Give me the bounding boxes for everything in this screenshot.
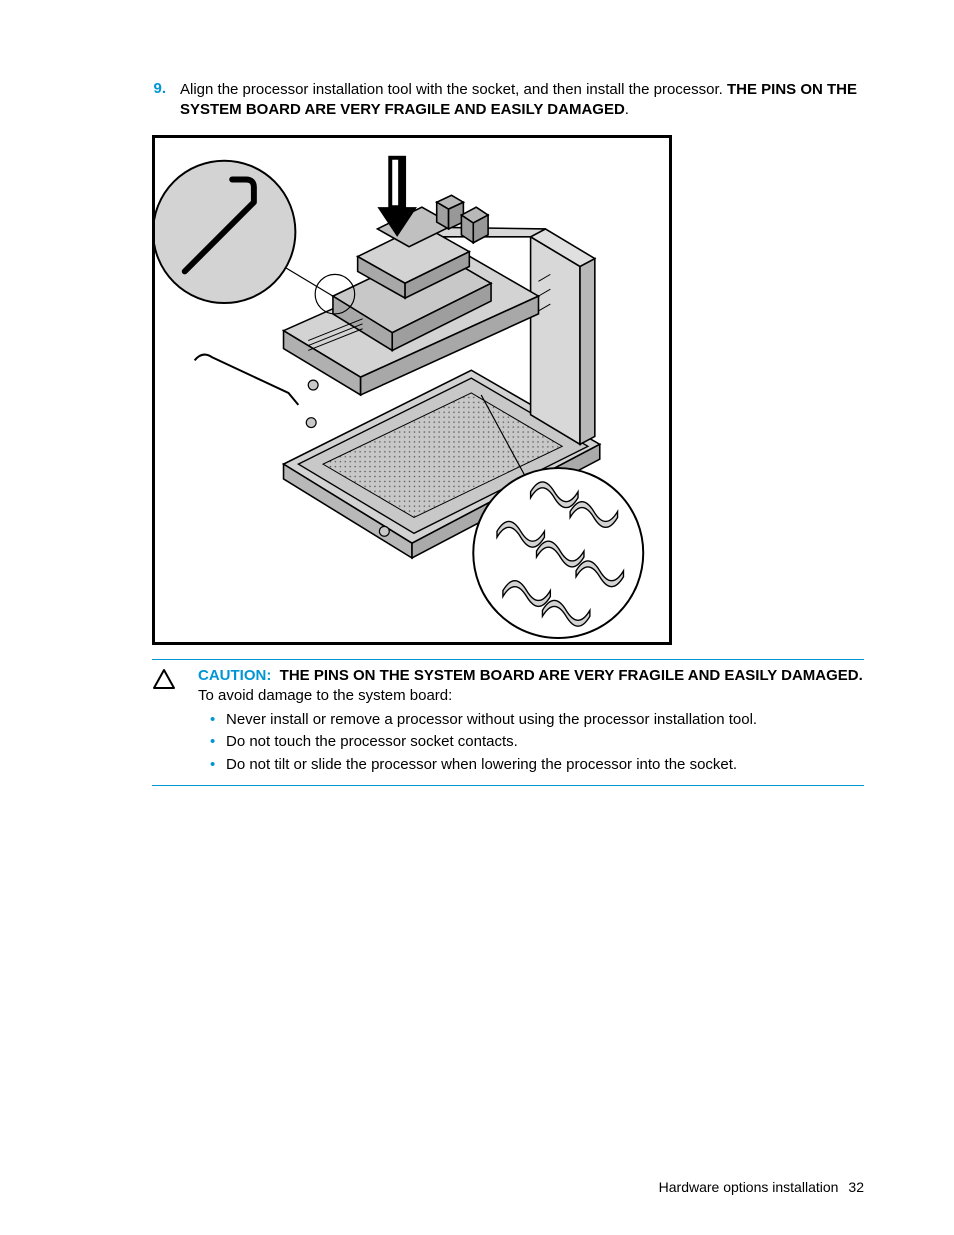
caution-list: Never install or remove a processor with…: [198, 710, 864, 775]
caution-bold: THE PINS ON THE SYSTEM BOARD ARE VERY FR…: [280, 667, 863, 684]
footer-section: Hardware options installation: [659, 1179, 839, 1195]
caution-block: CAUTION: THE PINS ON THE SYSTEM BOARD AR…: [152, 659, 864, 786]
processor-install-figure: [152, 135, 672, 645]
figure-svg: [155, 138, 669, 642]
caution-label: CAUTION:: [198, 667, 271, 684]
page-footer: Hardware options installation 32: [659, 1179, 864, 1195]
list-item: Do not touch the processor socket contac…: [210, 732, 864, 752]
step-number: 9.: [152, 80, 180, 97]
list-item: Never install or remove a processor with…: [210, 710, 864, 730]
step-text: Align the processor installation tool wi…: [180, 80, 864, 121]
step-9: 9. Align the processor installation tool…: [152, 80, 864, 121]
page: 9. Align the processor installation tool…: [0, 0, 954, 1235]
footer-page-number: 32: [848, 1179, 864, 1195]
caution-intro-tail: To avoid damage to the system board:: [198, 687, 452, 704]
list-item: Do not tilt or slide the processor when …: [210, 755, 864, 775]
caution-icon: [152, 666, 198, 690]
step-text-before: Align the processor installation tool wi…: [180, 81, 727, 98]
step-text-after: .: [625, 101, 629, 118]
caution-body: CAUTION: THE PINS ON THE SYSTEM BOARD AR…: [198, 666, 864, 777]
